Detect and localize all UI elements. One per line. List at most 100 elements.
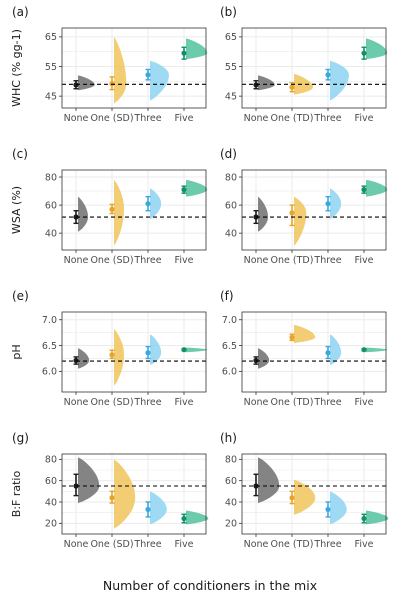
mean-point-one-sd [109,495,115,501]
mean-point-none [73,82,79,88]
x-tick-label: Three [313,539,341,550]
mean-point-five [361,187,367,193]
violin-one-sd [114,179,125,246]
mean-point-five [181,347,187,353]
panel-border [241,453,387,535]
y-tick-label: 40 [45,497,57,508]
x-tick-label: Five [175,539,194,550]
violin-three [330,334,342,366]
violin-none [78,196,89,232]
y-tick-label: 80 [45,172,57,183]
violin-five [366,179,388,197]
violin-three [330,60,349,101]
x-tick-label: Five [355,539,374,550]
x-tick-label: Five [175,255,194,266]
x-tick-label: One (TD) [271,397,314,408]
violin-none [258,196,269,232]
y-tick-label: 20 [45,519,57,530]
violin-one-td [294,196,307,246]
y-tick-label: 40 [225,497,237,508]
mean-point-three [145,201,151,207]
violin-three [150,188,162,220]
x-tick-label: None [64,539,89,550]
mean-point-three [145,72,151,78]
violin-none [258,348,270,369]
panel-letter: (a) [12,5,29,19]
plot-area [62,28,206,108]
mean-point-five [181,515,187,522]
violin-three [330,188,342,220]
panel-f: 6.0 6.5 7.0 None One (TD) Three Five (f) [220,289,388,408]
mean-point-one-sd [109,206,115,212]
violin-one-sd [114,329,125,386]
x-tick-label: Five [355,113,374,124]
panel-border [61,27,207,109]
panel-border [241,27,387,109]
panel-letter: (b) [220,5,237,19]
y-tick-label: 60 [225,476,237,487]
mean-point-three [325,201,331,207]
mean-point-three [325,506,331,513]
x-tick-label: None [244,397,269,408]
mean-point-one-td [289,210,295,216]
violin-three [150,60,169,101]
violin-five [366,510,389,525]
violin-three [150,334,162,366]
panel-letter: (h) [220,431,237,445]
panel-c: 40 60 80 None One (SD) Three Five (c) WSA (%) [10,147,208,266]
x-tick-label: Three [313,397,341,408]
violin-none [78,75,95,91]
mean-point-one-sd [109,352,115,358]
panel-border [61,311,207,393]
x-tick-label: Three [133,539,161,550]
panel-letter: (f) [220,289,234,303]
violin-none [78,348,90,369]
y-tick-label: 40 [225,228,237,239]
violin-one-sd [114,459,136,529]
mean-point-one-td [289,495,295,501]
mean-point-three [145,350,151,356]
x-tick-label: One (SD) [90,397,133,408]
panel-border [61,169,207,251]
x-tick-label: None [244,113,269,124]
mean-point-one-td [289,84,295,90]
plot-area [62,312,206,392]
y-tick-label: 60 [45,476,57,487]
violin-one-td [294,479,316,515]
mean-point-three [145,506,151,513]
panel-g: 20 40 60 80 None One (SD) Three Five (g) B:F rati… [10,431,209,550]
y-tick-label: 80 [225,455,237,466]
plot-area [242,28,386,108]
y-tick-label: 55 [225,62,237,73]
y-tick-label: 60 [45,200,57,211]
y-tick-label: 80 [225,172,237,183]
y-tick-label: 55 [45,62,57,73]
mean-point-five [361,347,367,353]
y-tick-label: 20 [225,519,237,530]
mean-point-none [253,82,259,88]
x-tick-label: Three [133,113,161,124]
y-axis-label: B:F ratio [10,471,23,518]
panel-letter: (e) [12,289,29,303]
mean-point-five [361,515,367,522]
x-tick-label: Three [133,397,161,408]
mean-point-three [325,72,331,78]
violin-three [150,491,167,525]
panel-a: 45 55 65 None One (SD) Three Five (a) WHC (% gg-… [10,5,208,124]
violin-five [186,347,208,353]
x-tick-label: None [244,255,269,266]
y-tick-label: 65 [45,32,57,43]
violin-one-td [294,324,316,343]
x-tick-label: One (SD) [90,539,133,550]
mean-point-five [181,187,187,193]
panel-letter: (g) [12,431,29,445]
x-tick-label: One (SD) [90,113,133,124]
x-tick-label: One (TD) [271,539,314,550]
mean-point-five [181,50,187,56]
x-tick-label: None [244,539,269,550]
panel-border [241,311,387,393]
x-tick-label: Five [355,255,374,266]
x-tick-label: Three [313,113,341,124]
x-tick-label: Three [133,255,161,266]
